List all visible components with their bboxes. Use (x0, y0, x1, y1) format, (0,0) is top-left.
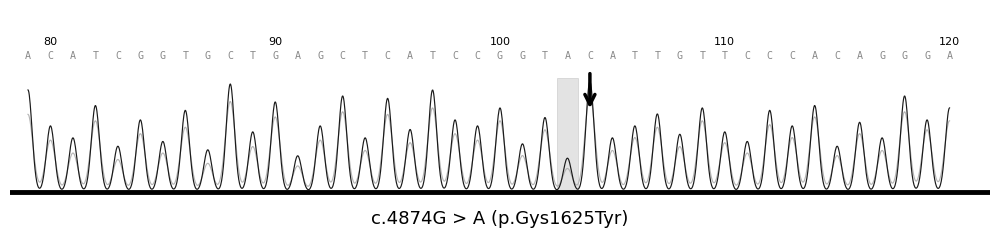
Text: C: C (340, 51, 346, 61)
Text: T: T (362, 51, 368, 61)
Text: C: C (767, 51, 773, 61)
Text: G: G (519, 51, 525, 61)
Text: C: C (587, 51, 593, 61)
Text: C: C (385, 51, 391, 61)
Text: A: A (70, 51, 76, 61)
Text: T: T (699, 51, 705, 61)
Text: T: T (722, 51, 728, 61)
Text: T: T (182, 51, 188, 61)
Text: A: A (25, 51, 31, 61)
Text: C: C (834, 51, 840, 61)
Text: G: G (902, 51, 908, 61)
Text: T: T (542, 51, 548, 61)
Text: 90: 90 (268, 37, 282, 47)
Text: A: A (857, 51, 863, 61)
Text: A: A (609, 51, 615, 61)
Text: C: C (227, 51, 233, 61)
Text: C: C (115, 51, 121, 61)
Text: A: A (947, 51, 953, 61)
Text: G: G (205, 51, 211, 61)
Text: 100: 100 (489, 37, 510, 47)
Text: A: A (295, 51, 301, 61)
Text: G: G (879, 51, 885, 61)
Text: A: A (407, 51, 413, 61)
Text: C: C (47, 51, 53, 61)
Text: T: T (632, 51, 638, 61)
Text: A: A (564, 51, 570, 61)
Text: c.4874G > A (p.Gys1625Tyr): c.4874G > A (p.Gys1625Tyr) (371, 210, 629, 228)
Text: C: C (789, 51, 795, 61)
Text: T: T (250, 51, 256, 61)
Text: G: G (677, 51, 683, 61)
Text: 110: 110 (714, 37, 735, 47)
Text: C: C (452, 51, 458, 61)
Text: G: G (497, 51, 503, 61)
Text: C: C (744, 51, 750, 61)
Text: A: A (812, 51, 818, 61)
Text: G: G (272, 51, 278, 61)
Text: G: G (924, 51, 930, 61)
Text: G: G (160, 51, 166, 61)
Text: 80: 80 (43, 37, 58, 47)
Bar (557, 78, 578, 192)
Text: T: T (92, 51, 98, 61)
Text: T: T (430, 51, 436, 61)
Text: C: C (475, 51, 481, 61)
Text: T: T (654, 51, 660, 61)
Text: G: G (137, 51, 143, 61)
Text: 120: 120 (939, 37, 960, 47)
Text: G: G (317, 51, 323, 61)
